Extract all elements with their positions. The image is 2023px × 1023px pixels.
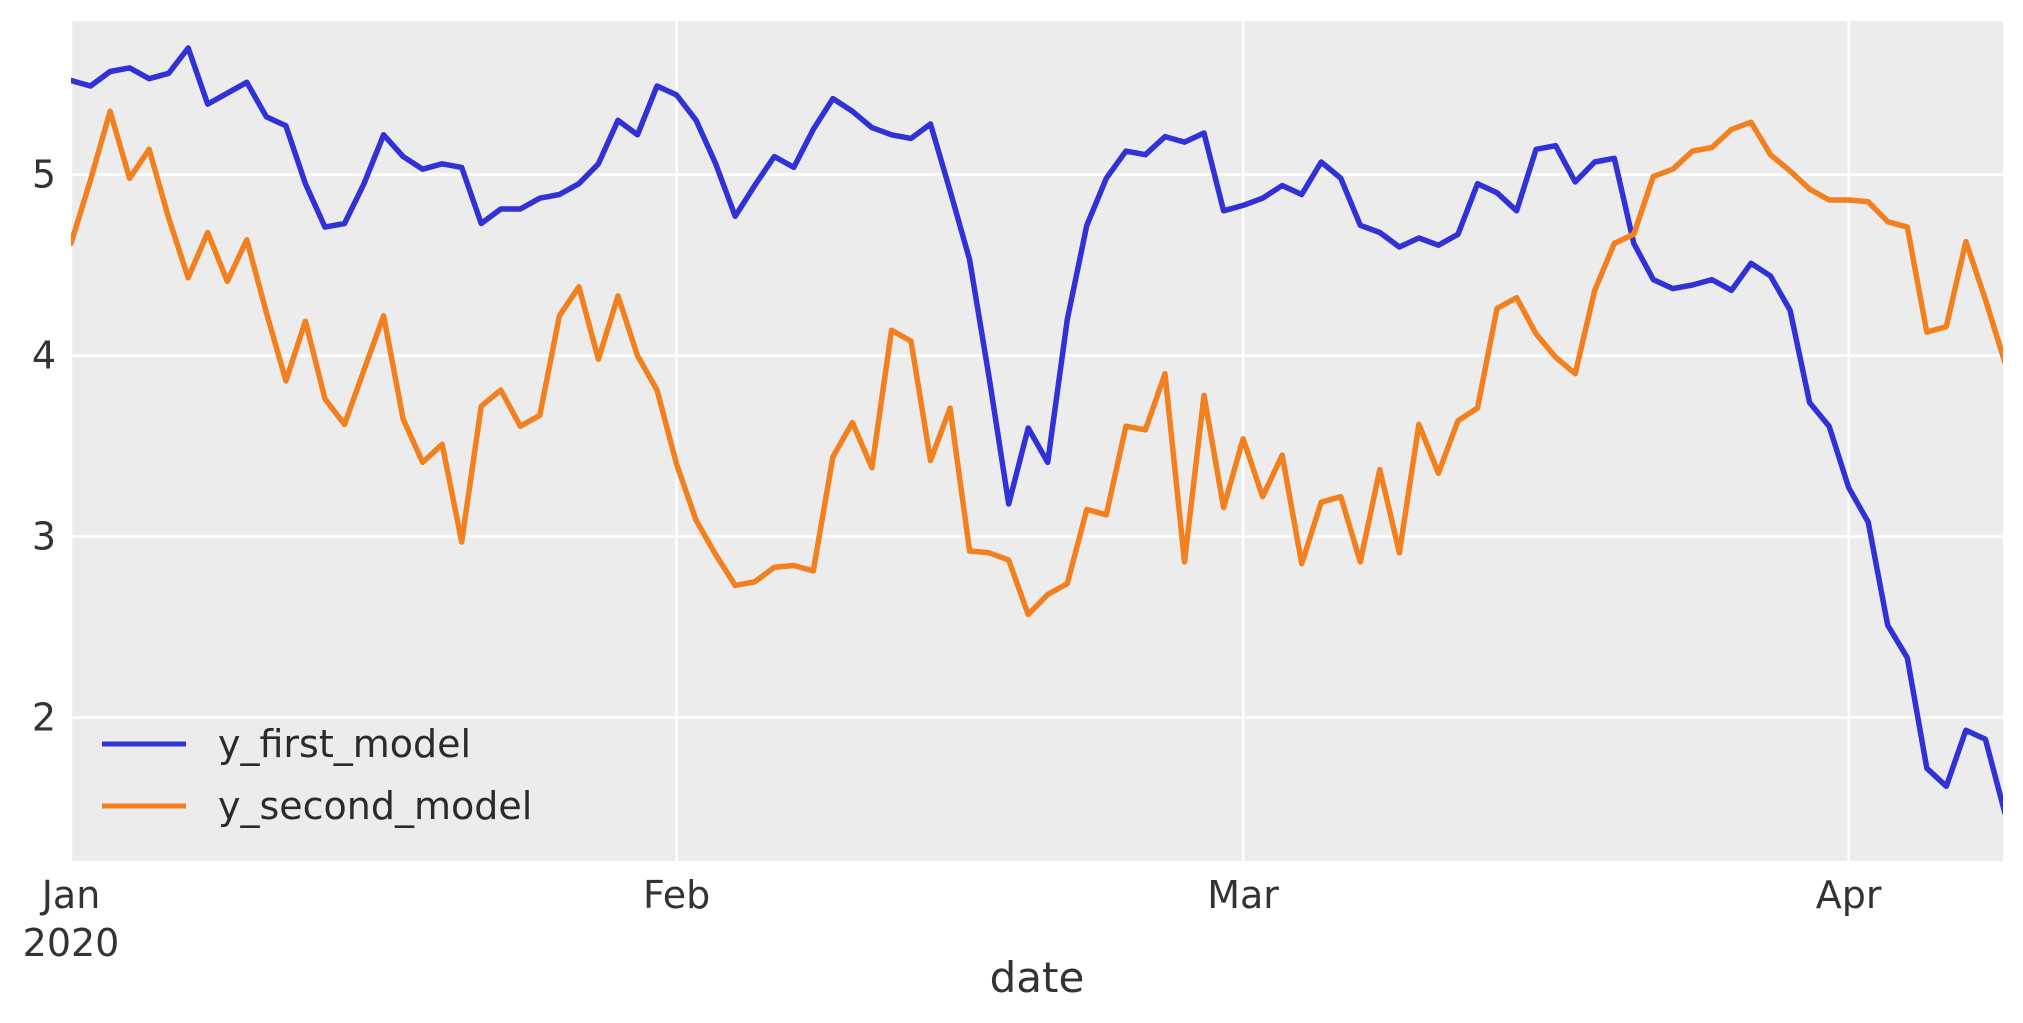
y-tick-label-5: 5 [32, 153, 56, 197]
legend-item-first-model: y_first_model [102, 722, 471, 766]
x-tick-label-apr: Apr [1816, 873, 1882, 917]
x-axis-title: date [990, 953, 1085, 1002]
x-tick-label-feb: Feb [643, 873, 710, 917]
x-tick-label-mar: Mar [1207, 873, 1279, 917]
x-tick-label-jan: Jan [40, 873, 101, 917]
legend-item-second-model: y_second_model [102, 784, 532, 828]
y-tick-label-2: 2 [32, 696, 56, 740]
legend-label-second-model: y_second_model [218, 784, 532, 828]
legend-label-first-model: y_first_model [218, 722, 471, 766]
y-axis-tick-labels: 2 3 4 5 [32, 153, 56, 740]
series-lines [71, 45, 2003, 816]
x-tick-sublabel-2020: 2020 [23, 921, 120, 965]
y_first_model-line [71, 45, 2003, 816]
y_second_model-line [71, 108, 2003, 618]
y-tick-label-4: 4 [32, 334, 56, 378]
y-tick-label-3: 3 [32, 515, 56, 559]
legend: y_first_model y_second_model [102, 722, 532, 828]
